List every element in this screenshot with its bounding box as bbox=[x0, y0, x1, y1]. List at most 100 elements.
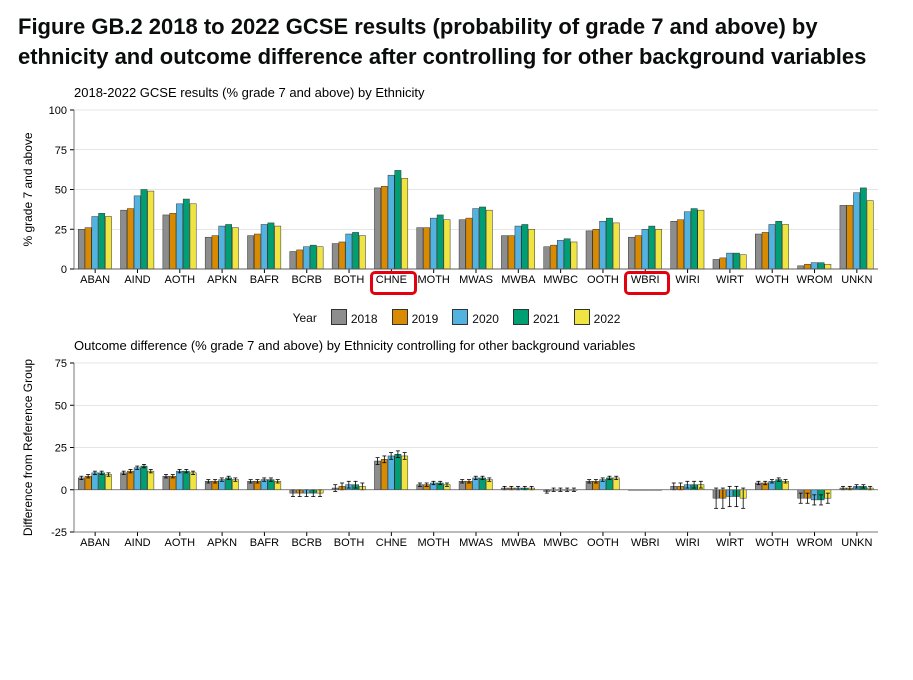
bar-BAFR-2018 bbox=[247, 236, 253, 269]
bar-BOTH-2018 bbox=[332, 244, 338, 269]
bar-AOTH-2021 bbox=[183, 472, 189, 491]
bar-WBRI-2022 bbox=[655, 230, 661, 270]
bar-MOTH-2020 bbox=[430, 218, 436, 269]
bar-APKN-2019 bbox=[212, 236, 218, 269]
bar-WBRI-2021 bbox=[649, 226, 655, 269]
bar-AOTH-2020 bbox=[176, 204, 182, 269]
bar-WIRT-2020 bbox=[727, 253, 733, 269]
bar-WBRI-2019 bbox=[635, 236, 641, 269]
xtick-CHNE: CHNE bbox=[376, 274, 407, 286]
xtick-BAFR: BAFR bbox=[250, 537, 279, 549]
xtick-BOTH: BOTH bbox=[334, 274, 365, 286]
bar-AOTH-2021 bbox=[183, 199, 189, 269]
legend-swatch-2022 bbox=[574, 309, 590, 325]
xtick-UNKN: UNKN bbox=[841, 537, 872, 549]
bar-WBRI-2018 bbox=[628, 238, 634, 270]
svg-text:75: 75 bbox=[55, 358, 67, 370]
bar-ABAN-2020 bbox=[92, 217, 98, 269]
bar-MWAS-2020 bbox=[473, 209, 479, 269]
bar-WROM-2022 bbox=[825, 265, 831, 270]
bar-MWBC-2020 bbox=[557, 241, 563, 270]
bar-MOTH-2018 bbox=[417, 228, 423, 269]
legend-year-2019: 2019 bbox=[412, 312, 439, 326]
bar-AOTH-2022 bbox=[190, 204, 196, 269]
legend-item-2019: 2019 bbox=[392, 309, 439, 326]
bar-CHNE-2020 bbox=[388, 456, 394, 490]
bar-BCRB-2021 bbox=[310, 246, 316, 270]
bar-AIND-2021 bbox=[141, 466, 147, 490]
xtick-CHNE: CHNE bbox=[376, 537, 407, 549]
bar-AIND-2022 bbox=[148, 191, 154, 269]
bar-WOTH-2022 bbox=[782, 225, 788, 270]
xtick-MOTH: MOTH bbox=[417, 274, 449, 286]
bar-MWBA-2022 bbox=[528, 230, 534, 270]
xtick-MWAS: MWAS bbox=[459, 274, 493, 286]
bar-UNKN-2020 bbox=[853, 193, 859, 269]
xtick-APKN: APKN bbox=[207, 274, 237, 286]
bar-WIRI-2022 bbox=[698, 211, 704, 270]
bar-OOTH-2020 bbox=[600, 222, 606, 270]
svg-text:0: 0 bbox=[61, 485, 67, 497]
xtick-BCRB: BCRB bbox=[291, 537, 322, 549]
xtick-BAFR: BAFR bbox=[250, 274, 279, 286]
xtick-ABAN: ABAN bbox=[80, 274, 110, 286]
legend-year-2022: 2022 bbox=[594, 312, 621, 326]
bar-BOTH-2021 bbox=[352, 233, 358, 270]
bar-BCRB-2020 bbox=[303, 247, 309, 269]
bar-CHNE-2019 bbox=[381, 460, 387, 490]
xtick-WBRI: WBRI bbox=[631, 537, 660, 549]
bar-ABAN-2020 bbox=[92, 473, 98, 490]
chart-bottom: -250255075Difference from Reference Grou… bbox=[18, 357, 888, 562]
bar-OOTH-2022 bbox=[613, 223, 619, 269]
xtick-BCRB: BCRB bbox=[291, 274, 322, 286]
bar-APKN-2020 bbox=[219, 226, 225, 269]
bar-WIRI-2019 bbox=[677, 220, 683, 269]
year-legend: Year 20182019202020212022 bbox=[18, 309, 895, 326]
bar-WIRT-2018 bbox=[713, 260, 719, 270]
xtick-MWBC: MWBC bbox=[543, 274, 578, 286]
bar-WOTH-2019 bbox=[762, 233, 768, 270]
bar-BOTH-2020 bbox=[346, 234, 352, 269]
figure-title: Figure GB.2 2018 to 2022 GCSE results (p… bbox=[18, 12, 895, 71]
bar-MOTH-2019 bbox=[424, 228, 430, 269]
bar-CHNE-2022 bbox=[402, 179, 408, 270]
bar-AOTH-2022 bbox=[190, 473, 196, 490]
bar-CHNE-2020 bbox=[388, 176, 394, 270]
legend-item-2018: 2018 bbox=[331, 309, 378, 326]
xtick-OOTH: OOTH bbox=[587, 274, 619, 286]
bar-APKN-2022 bbox=[232, 228, 238, 269]
xtick-WBRI: WBRI bbox=[631, 274, 660, 286]
bar-ABAN-2021 bbox=[99, 214, 105, 270]
xtick-OOTH: OOTH bbox=[587, 537, 619, 549]
legend-item-2020: 2020 bbox=[452, 309, 499, 326]
svg-text:50: 50 bbox=[55, 401, 67, 413]
bar-AOTH-2018 bbox=[163, 215, 169, 269]
bar-CHNE-2021 bbox=[395, 171, 401, 270]
bar-ABAN-2019 bbox=[85, 228, 91, 269]
bar-BCRB-2018 bbox=[290, 252, 296, 269]
bar-WROM-2021 bbox=[818, 263, 824, 269]
bar-MWBA-2020 bbox=[515, 226, 521, 269]
bar-AIND-2019 bbox=[127, 209, 133, 269]
bar-WOTH-2021 bbox=[776, 222, 782, 270]
bar-UNKN-2019 bbox=[847, 206, 853, 270]
bar-MWBC-2018 bbox=[544, 247, 550, 269]
xtick-AIND: AIND bbox=[124, 537, 150, 549]
bar-WIRT-2022 bbox=[740, 255, 746, 269]
legend-swatch-2019 bbox=[392, 309, 408, 325]
chart-bottom-subtitle: Outcome difference (% grade 7 and above)… bbox=[74, 338, 895, 353]
xtick-AIND: AIND bbox=[124, 274, 150, 286]
bar-WROM-2019 bbox=[804, 265, 810, 270]
bar-AIND-2018 bbox=[121, 473, 127, 490]
bar-MWBC-2022 bbox=[571, 242, 577, 269]
xtick-AOTH: AOTH bbox=[165, 274, 196, 286]
bar-MWBA-2018 bbox=[501, 236, 507, 269]
xtick-WOTH: WOTH bbox=[755, 537, 789, 549]
bar-UNKN-2018 bbox=[840, 206, 846, 270]
svg-text:0: 0 bbox=[61, 264, 67, 276]
bar-MWBA-2019 bbox=[508, 236, 514, 269]
bar-CHNE-2019 bbox=[381, 187, 387, 270]
chart-top-subtitle: 2018-2022 GCSE results (% grade 7 and ab… bbox=[74, 85, 895, 100]
bar-WIRI-2021 bbox=[691, 209, 697, 269]
bar-MWBC-2019 bbox=[550, 246, 556, 270]
